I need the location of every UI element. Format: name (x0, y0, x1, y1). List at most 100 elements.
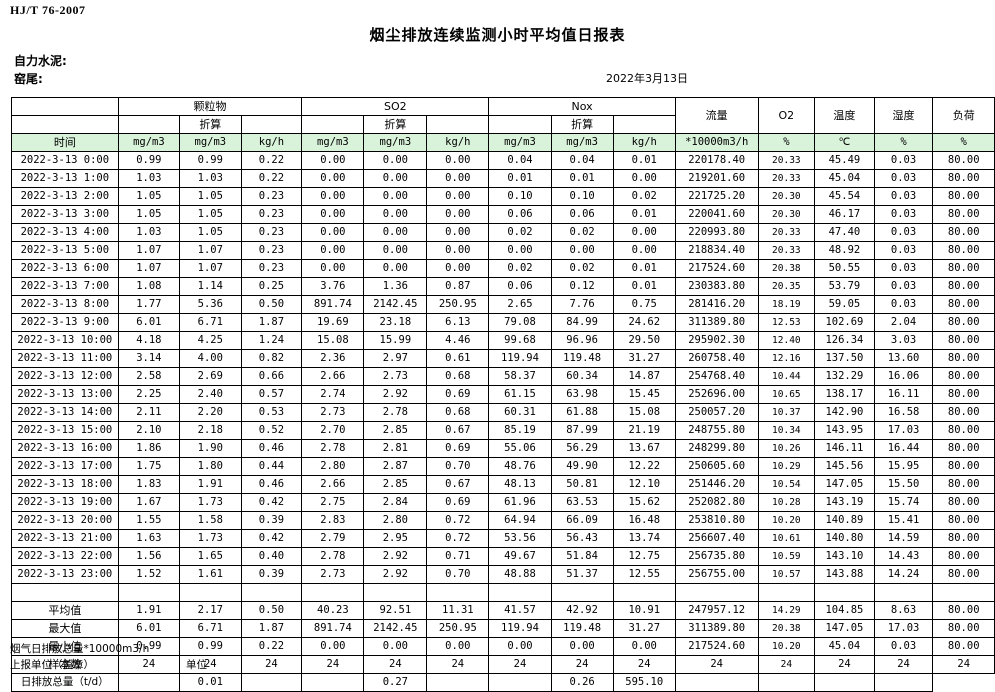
sub-header-particulate-measured (117, 115, 181, 134)
cell-value: 99.68 (488, 331, 552, 350)
cell-value: 1.07 (117, 259, 181, 278)
cell-value: 218834.40 (674, 241, 759, 260)
group-header-load: 负荷 (932, 97, 995, 134)
cell-value (757, 583, 816, 602)
cell-value: 84.99 (550, 313, 614, 332)
cell-value: 230383.80 (674, 277, 759, 296)
cell-value: 0.00 (612, 637, 676, 656)
cell-value: 0.87 (426, 277, 490, 296)
cell-value (179, 583, 242, 602)
sub-header-blank (11, 115, 119, 134)
data-row: 2022-3-13 3:00 1.05 1.05 0.23 0.00 0.00 0.00 0.… (11, 205, 995, 224)
cell-value: 0.00 (363, 259, 428, 278)
cell-value: 13.60 (873, 349, 934, 368)
cell-value: 18.19 (757, 295, 816, 314)
cell-value: 0.03 (873, 295, 934, 314)
cell-value: 0.02 (488, 223, 552, 242)
unit-load: % (932, 133, 995, 152)
cell-value: 2.58 (117, 367, 181, 386)
cell-value: 1.58 (179, 511, 242, 530)
cell-value: 0.00 (363, 187, 428, 206)
cell-value: 24 (240, 655, 303, 674)
cell-stat-label: 平均值 (11, 601, 119, 620)
cell-value: 2.78 (363, 403, 428, 422)
cell-value: 0.03 (873, 223, 934, 242)
cell-value: 2.85 (363, 421, 428, 440)
sub-header-particulate-rate (240, 115, 303, 134)
cell-value: 2.70 (301, 421, 365, 440)
cell-value: 80.00 (932, 439, 995, 458)
cell-value: 24 (550, 655, 614, 674)
cell-value (932, 583, 995, 602)
cell-value: 24 (301, 655, 365, 674)
cell-value: 13.74 (612, 529, 676, 548)
cell-value: 2.66 (301, 475, 365, 494)
data-row: 2022-3-13 1:00 1.03 1.03 0.22 0.00 0.00 0.00 0.… (11, 169, 995, 188)
cell-value: 248755.80 (674, 421, 759, 440)
stat-row: 平均值 1.91 2.17 0.50 40.23 92.51 11.31 41.57 42.92… (11, 601, 995, 620)
cell-value: 0.26 (550, 673, 614, 692)
unit-particulate-rate: kg/h (240, 133, 303, 152)
cell-value: 1.65 (179, 547, 242, 566)
cell-value: 80.00 (932, 223, 995, 242)
cell-value: 1.03 (117, 169, 181, 188)
cell-value: 80.00 (932, 601, 995, 620)
cell-value: 1.56 (117, 547, 181, 566)
cell-value: 0.00 (363, 223, 428, 242)
cell-value: 1.87 (240, 313, 303, 332)
stat-row: 最小值 0.99 0.99 0.22 0.00 0.00 0.00 0.00 0.00 0.00 2… (11, 637, 995, 656)
cell-value: 0.02 (550, 259, 614, 278)
cell-value: 10.28 (757, 493, 816, 512)
cell-value: 10.65 (757, 385, 816, 404)
cell-value: 0.01 (612, 151, 676, 170)
cell-value: 119.94 (488, 349, 552, 368)
cell-value: 0.69 (426, 385, 490, 404)
cell-value: 80.00 (932, 475, 995, 494)
cell-value: 80.00 (932, 331, 995, 350)
cell-value: 6.01 (117, 619, 181, 638)
cell-value: 12.22 (612, 457, 676, 476)
cell-value: 14.24 (873, 565, 934, 584)
site-label: 窑尾: (14, 72, 43, 86)
cell-value: 16.11 (873, 385, 934, 404)
cell-value: 0.00 (426, 223, 490, 242)
cell-value: 12.55 (612, 565, 676, 584)
cell-value: 2.66 (301, 367, 365, 386)
cell-value: 891.74 (301, 619, 365, 638)
cell-value: 45.04 (814, 637, 875, 656)
cell-value: 42.92 (550, 601, 614, 620)
group-header-nox: Nox (488, 97, 676, 116)
cell-value: 2.17 (179, 601, 242, 620)
cell-value: 2.80 (363, 511, 428, 530)
cell-value: 2.75 (301, 493, 365, 512)
cell-value: 11.31 (426, 601, 490, 620)
cell-value: 2.25 (117, 385, 181, 404)
cell-value: 0.06 (488, 277, 552, 296)
cell-value: 12.10 (612, 475, 676, 494)
cell-value (612, 583, 676, 602)
cell-value: 12.53 (757, 313, 816, 332)
cell-value: 281416.20 (674, 295, 759, 314)
cell-value: 6.71 (179, 619, 242, 638)
cell-value: 2.80 (301, 457, 365, 476)
cell-value: 80.00 (932, 295, 995, 314)
cell-value: 59.05 (814, 295, 875, 314)
cell-value: 12.75 (612, 547, 676, 566)
cell-value: 16.06 (873, 367, 934, 386)
cell-value: 2.92 (363, 565, 428, 584)
cell-value: 24 (674, 655, 759, 674)
cell-value: 1.07 (179, 259, 242, 278)
cell-value: 253810.80 (674, 511, 759, 530)
cell-value: 19.69 (301, 313, 365, 332)
cell-value: 0.99 (117, 637, 181, 656)
cell-value: 0.72 (426, 511, 490, 530)
cell-value: 15.45 (612, 385, 676, 404)
cell-value: 24.62 (612, 313, 676, 332)
cell-value (814, 583, 875, 602)
cell-value: 0.00 (550, 241, 614, 260)
cell-value: 53.79 (814, 277, 875, 296)
cell-value: 220993.80 (674, 223, 759, 242)
cell-timestamp: 2022-3-13 0:00 (11, 151, 119, 170)
cell-value: 31.27 (612, 349, 676, 368)
cell-value (301, 583, 365, 602)
